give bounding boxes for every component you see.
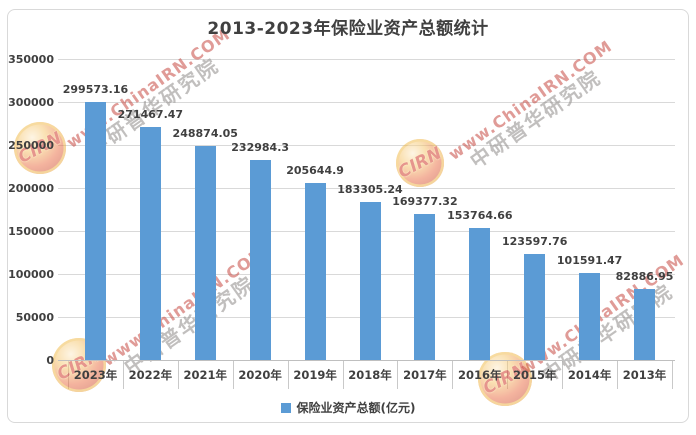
x-axis-tick-label: 2022年	[128, 368, 173, 382]
legend: 保险业资产总额(亿元)	[0, 399, 696, 416]
chart-title: 2013-2023年保险业资产总额统计	[207, 19, 489, 39]
legend-swatch-icon	[280, 402, 291, 413]
axis-tick	[672, 360, 673, 389]
bar	[524, 253, 546, 360]
bar	[414, 214, 436, 360]
x-axis-tick-label: 2019年	[293, 368, 337, 382]
y-axis-tick-label: 150000	[8, 225, 54, 238]
x-axis-tick-label: 2016年	[458, 368, 502, 382]
bar-value-label: 101591.47	[556, 253, 623, 267]
y-axis-tick-label: 0	[46, 354, 54, 367]
chart-frame	[7, 9, 689, 423]
bar-value-label: 205644.9	[286, 164, 344, 178]
axis-tick	[122, 360, 124, 389]
legend-label: 保险业资产总额(亿元)	[296, 401, 416, 415]
y-axis-tick-label: 250000	[8, 139, 54, 152]
bar	[359, 202, 381, 360]
x-axis-tick-label: 2013年	[622, 368, 667, 382]
bar	[579, 272, 601, 360]
axis-tick	[287, 360, 289, 389]
axis-tick	[342, 360, 344, 389]
x-axis-tick-label: 2017年	[403, 368, 447, 382]
x-axis-tick-label: 2021年	[183, 368, 228, 382]
bar	[139, 126, 161, 360]
x-axis-tick-label: 2014年	[567, 368, 612, 382]
axis-tick	[562, 360, 564, 389]
axis-tick	[232, 360, 234, 389]
gridline	[58, 188, 675, 189]
x-axis-tick-label: 2020年	[238, 368, 282, 382]
x-axis-tick-label: 2015年	[512, 368, 557, 382]
bar	[249, 159, 271, 360]
bar-value-label: 153764.66	[447, 208, 513, 222]
x-axis-tick-label: 2018年	[348, 368, 392, 382]
bar	[194, 145, 216, 360]
y-axis-tick-label: 200000	[8, 182, 54, 195]
bar	[304, 183, 326, 360]
bar	[634, 288, 656, 360]
axis-tick	[177, 360, 179, 389]
axis-tick	[397, 360, 399, 389]
gridline	[58, 145, 675, 146]
bar-value-label: 299573.16	[62, 83, 129, 97]
bar-value-label: 232984.3	[231, 140, 290, 154]
bar-value-label: 123597.76	[502, 234, 568, 248]
gridline	[58, 102, 675, 103]
bar-value-label: 183305.24	[337, 183, 403, 197]
axis-tick	[617, 360, 619, 389]
bar-value-label: 248874.05	[172, 126, 238, 140]
y-axis-tick-label: 50000	[15, 311, 54, 324]
x-axis-tick-label: 2023年	[73, 368, 118, 382]
bar-value-label: 271467.47	[117, 107, 184, 121]
bar	[469, 227, 491, 360]
bar-value-label: 169377.32	[392, 195, 458, 209]
y-axis-tick-label: 300000	[8, 96, 54, 109]
x-axis-line	[58, 360, 675, 361]
y-axis-tick-label: 100000	[8, 268, 54, 281]
gridline	[58, 59, 675, 60]
axis-tick	[452, 360, 454, 389]
bar	[84, 102, 106, 360]
bar-value-label: 82886.95	[615, 269, 674, 283]
y-axis-tick-label: 350000	[8, 53, 54, 66]
